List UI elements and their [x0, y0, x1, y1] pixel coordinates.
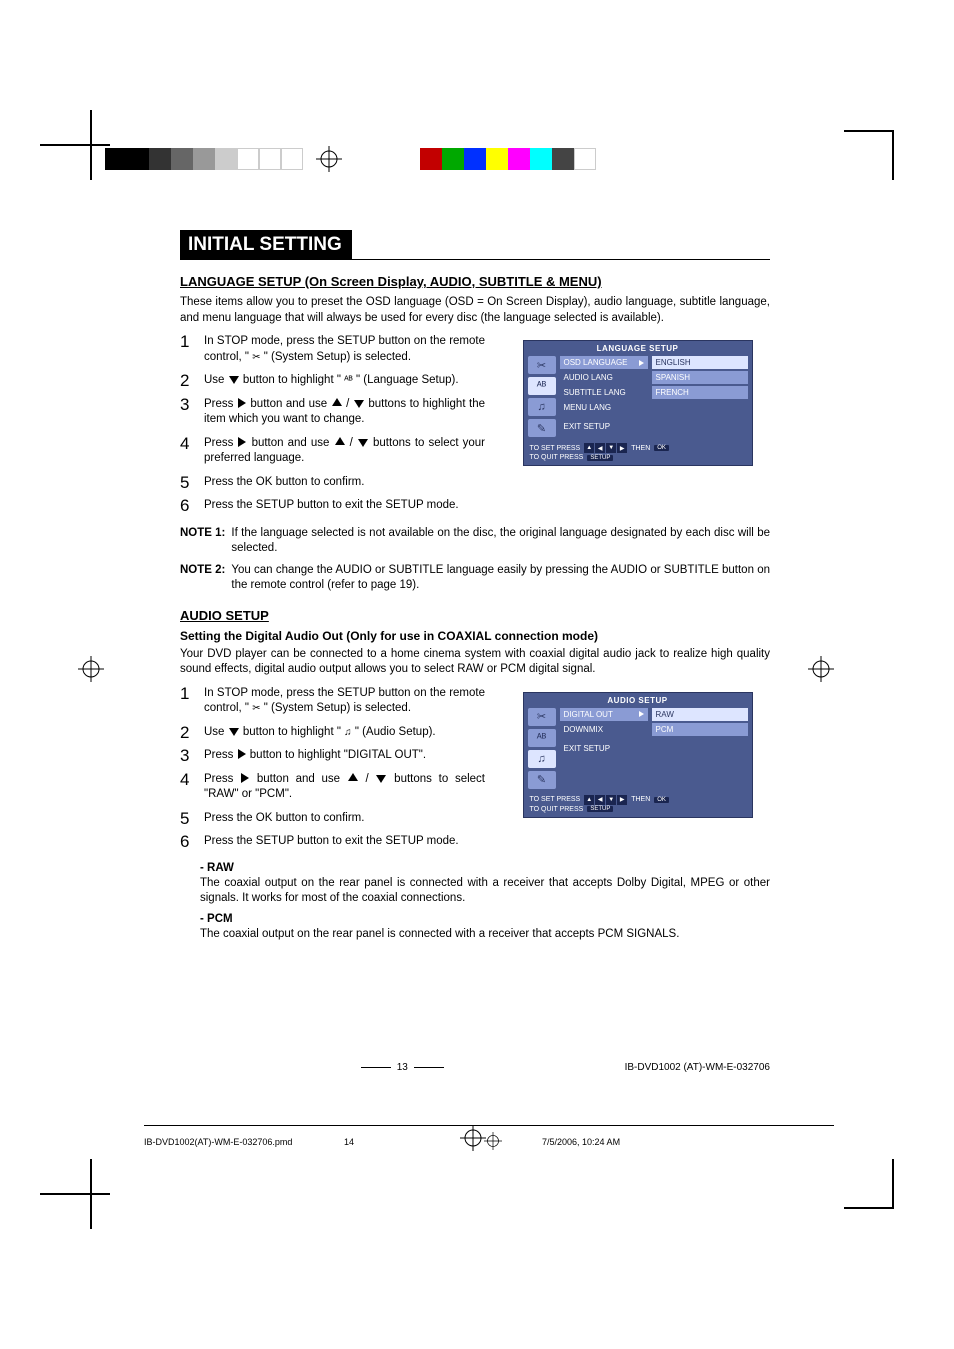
right-arrow-icon	[238, 749, 246, 759]
crop-mark-tl	[40, 110, 110, 180]
osd-language-icon: ᴬᴮ	[528, 377, 556, 395]
page-number: 13	[361, 1062, 444, 1073]
page-title: INITIAL SETTING	[180, 230, 352, 260]
osd-custom-icon: ✎	[528, 771, 556, 789]
down-arrow-icon	[229, 728, 239, 736]
osd-ok-badge: OK	[654, 797, 669, 803]
osd-menu-item: AUDIO LANG	[560, 371, 648, 384]
osd-language-icon: ᴬᴮ	[528, 729, 556, 747]
step: Press button and use / buttons to select…	[180, 436, 485, 467]
osd-menu-item: DIGITAL OUT	[560, 708, 648, 721]
crop-mark-tr	[844, 130, 894, 180]
meta-timestamp: 7/5/2006, 10:24 AM	[542, 1137, 620, 1147]
osd-system-icon: ✂	[528, 708, 556, 726]
down-arrow-icon	[354, 400, 364, 408]
step: In STOP mode, press the SETUP button on …	[180, 334, 485, 365]
osd-language-screenshot: LANGUAGE SETUP ✂ ᴬᴮ ♫ ✎ OSD LANGUAGE AUD…	[523, 340, 753, 466]
osd-menu-item: EXIT SETUP	[560, 420, 648, 433]
up-arrow-icon	[332, 398, 342, 406]
osd-option: ENGLISH	[652, 356, 748, 369]
chevron-right-icon	[639, 711, 644, 717]
right-arrow-icon	[238, 437, 246, 447]
language-intro: These items allow you to preset the OSD …	[180, 295, 770, 326]
audio-steps: In STOP mode, press the SETUP button on …	[180, 686, 485, 850]
audio-subheading: Setting the Digital Audio Out (Only for …	[180, 629, 770, 643]
osd-option: FRENCH	[652, 386, 748, 399]
osd-footer-quit: TO QUIT PRESS	[530, 454, 584, 461]
osd-setup-badge: SETUP	[587, 455, 613, 461]
step: Press button and use / buttons to highli…	[180, 397, 485, 428]
right-arrow-icon	[241, 773, 249, 783]
osd-setup-badge: SETUP	[587, 806, 613, 812]
color-bar-rgb	[420, 148, 596, 170]
down-arrow-icon	[229, 376, 239, 384]
osd-custom-icon: ✎	[528, 419, 556, 437]
right-arrow-icon	[238, 398, 246, 408]
step: Press the OK button to confirm.	[180, 811, 485, 827]
system-setup-icon: ✂	[252, 703, 260, 714]
pcm-text: The coaxial output on the rear panel is …	[180, 927, 770, 943]
osd-footer-set: TO SET PRESS	[530, 796, 581, 803]
step: In STOP mode, press the SETUP button on …	[180, 686, 485, 717]
section-heading-audio: AUDIO SETUP	[180, 608, 770, 623]
registration-mark-icon	[484, 1132, 502, 1150]
note2-text: You can change the AUDIO or SUBTITLE lan…	[231, 563, 770, 594]
osd-audio-icon: ♫	[528, 750, 556, 768]
down-arrow-icon	[358, 439, 368, 447]
note2-label: NOTE 2:	[180, 563, 225, 594]
registration-mark-icon	[808, 656, 834, 682]
registration-mark-icon	[316, 146, 342, 172]
meta-filename: IB-DVD1002(AT)-WM-E-032706.pmd	[144, 1137, 344, 1147]
osd-audio-icon: ♫	[528, 398, 556, 416]
osd-audio-screenshot: AUDIO SETUP ✂ ᴬᴮ ♫ ✎ DIGITAL OUT	[523, 692, 753, 818]
language-steps: In STOP mode, press the SETUP button on …	[180, 334, 485, 514]
osd-then: THEN	[631, 796, 650, 803]
crop-mark-bl	[40, 1159, 110, 1229]
crop-mark-br	[844, 1159, 894, 1209]
osd-option: RAW	[652, 708, 748, 721]
up-arrow-icon	[335, 437, 345, 445]
step: Press the SETUP button to exit the SETUP…	[180, 498, 485, 514]
osd-system-icon: ✂	[528, 356, 556, 374]
osd-footer-set: TO SET PRESS	[530, 445, 581, 452]
step: Use button to highlight " ♫ " (Audio Set…	[180, 725, 485, 741]
pcm-heading: - PCM	[180, 913, 770, 925]
doc-id: IB-DVD1002 (AT)-WM-E-032706	[625, 1062, 770, 1073]
osd-option: PCM	[652, 723, 748, 736]
osd-menu-item: SUBTITLE LANG	[560, 386, 648, 399]
osd-ok-badge: OK	[654, 445, 669, 451]
chevron-right-icon	[639, 360, 644, 366]
step: Press button to highlight "DIGITAL OUT".	[180, 748, 485, 764]
step: Press the SETUP button to exit the SETUP…	[180, 834, 485, 850]
osd-title: AUDIO SETUP	[524, 693, 752, 708]
audio-setup-icon: ♫	[344, 727, 352, 738]
system-setup-icon: ✂	[252, 352, 260, 363]
osd-menu-item: OSD LANGUAGE	[560, 356, 648, 369]
note1-text: If the language selected is not availabl…	[231, 526, 770, 557]
raw-text: The coaxial output on the rear panel is …	[180, 876, 770, 907]
osd-menu-item: EXIT SETUP	[560, 742, 648, 755]
meta-page: 14	[344, 1137, 484, 1147]
osd-title: LANGUAGE SETUP	[524, 341, 752, 356]
registration-mark-icon	[78, 656, 104, 682]
note1-label: NOTE 1:	[180, 526, 225, 557]
down-arrow-icon	[376, 775, 386, 783]
raw-heading: - RAW	[180, 862, 770, 874]
osd-menu-item: DOWNMIX	[560, 723, 648, 736]
osd-menu-item: MENU LANG	[560, 401, 648, 414]
osd-option: SPANISH	[652, 371, 748, 384]
color-bar-grayscale	[105, 148, 303, 170]
audio-intro: Your DVD player can be connected to a ho…	[180, 647, 770, 678]
meta-footer: IB-DVD1002(AT)-WM-E-032706.pmd 14 7/5/20…	[144, 1125, 834, 1152]
osd-arrow-icons: ▲◀▼▶	[584, 795, 627, 805]
step: Use button to highlight " ᴬᴮ " (Language…	[180, 373, 485, 389]
osd-arrow-icons: ▲◀▼▶	[584, 443, 627, 453]
up-arrow-icon	[348, 773, 358, 781]
section-heading-language: LANGUAGE SETUP (On Screen Display, AUDIO…	[180, 274, 770, 289]
step: Press button and use / buttons to select…	[180, 772, 485, 803]
osd-footer-quit: TO QUIT PRESS	[530, 806, 584, 813]
language-setup-icon: ᴬᴮ	[344, 375, 353, 386]
step: Press the OK button to confirm.	[180, 475, 485, 491]
osd-then: THEN	[631, 445, 650, 452]
